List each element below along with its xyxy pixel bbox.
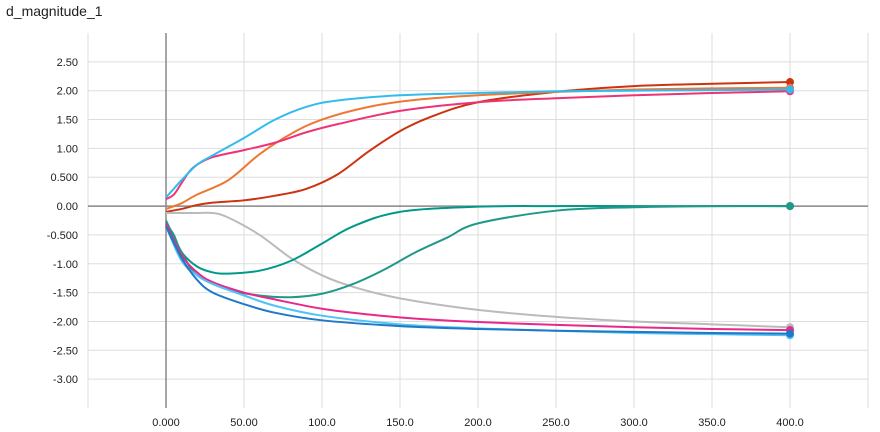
tick-labels: 2.50 2.00 1.50 1.00 0.500 0.00 -0.500 -1.00 -1.5…	[47, 57, 804, 429]
y-tick-label: -2.00	[53, 316, 78, 328]
chart-title: d_magnitude_1	[6, 3, 103, 19]
y-tick-label: -1.50	[53, 288, 78, 300]
series-line-4	[165, 88, 791, 199]
series-line-5	[166, 211, 791, 329]
series-end-marker-7	[786, 202, 794, 211]
x-tick-label: 300.0	[620, 417, 648, 429]
x-tick-label: 150.0	[386, 417, 414, 429]
x-tick-label: 200.0	[464, 417, 492, 429]
y-tick-label: -0.500	[47, 230, 78, 242]
y-tick-label: 2.50	[57, 57, 78, 69]
series-line-6	[165, 205, 790, 275]
x-tick-label: 0.000	[152, 417, 180, 429]
y-tick-label: 0.500	[50, 172, 78, 184]
series-end-marker-1	[786, 78, 794, 87]
y-tick-label: 0.00	[57, 201, 78, 213]
series-end-marker-10	[786, 329, 794, 338]
series-line-8	[165, 222, 791, 332]
y-tick-label: 2.00	[57, 86, 78, 98]
series-line-9	[165, 225, 791, 337]
series-line-10	[165, 225, 791, 335]
y-tick-label: 1.00	[57, 143, 78, 155]
series-line-1	[165, 81, 791, 213]
x-tick-label: 50.00	[230, 417, 258, 429]
y-tick-label: -2.50	[53, 345, 78, 357]
y-tick-label: 1.50	[57, 115, 78, 127]
series-end-marker-4	[786, 85, 794, 94]
y-tick-label: -1.00	[53, 259, 78, 271]
series-lines	[165, 81, 791, 337]
series-line-2	[165, 86, 791, 210]
x-tick-label: 400.0	[776, 417, 804, 429]
end-markers	[786, 78, 794, 340]
x-tick-label: 350.0	[698, 417, 726, 429]
y-tick-label: -3.00	[53, 374, 78, 386]
x-tick-label: 100.0	[308, 417, 336, 429]
x-tick-label: 250.0	[542, 417, 570, 429]
